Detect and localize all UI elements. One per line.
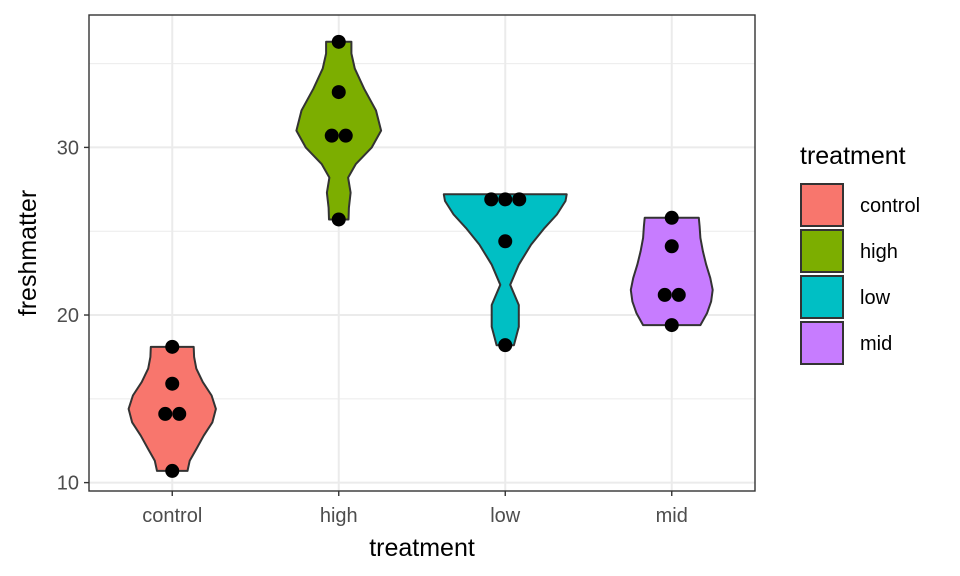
data-points bbox=[158, 34, 686, 478]
legend-key-high bbox=[800, 229, 844, 273]
legend-label-low: low bbox=[860, 287, 891, 309]
violin-control bbox=[127, 345, 217, 472]
legend-key-mid bbox=[800, 321, 844, 365]
x-tick-label: high bbox=[320, 505, 358, 527]
legend: treatment control high low mid bbox=[800, 142, 920, 365]
data-point-control bbox=[172, 406, 187, 421]
legend-label-high: high bbox=[860, 241, 898, 263]
violins bbox=[127, 40, 714, 472]
data-point-mid bbox=[664, 318, 679, 333]
data-point-mid bbox=[664, 210, 679, 225]
legend-label-mid: mid bbox=[860, 333, 892, 355]
data-point-mid bbox=[664, 239, 679, 254]
legend-label-control: control bbox=[860, 195, 920, 217]
violin-high bbox=[295, 40, 383, 221]
data-point-low bbox=[498, 192, 513, 207]
legend-key-control bbox=[800, 183, 844, 227]
y-tick-label: 20 bbox=[57, 305, 79, 327]
data-point-high bbox=[331, 212, 346, 227]
data-point-low bbox=[498, 338, 513, 353]
panel-border bbox=[88, 14, 756, 492]
data-point-mid bbox=[657, 287, 672, 302]
y-tick-label: 30 bbox=[57, 137, 79, 159]
data-point-high bbox=[324, 128, 339, 143]
violin-low bbox=[442, 193, 568, 347]
y-axis-title: freshmatter bbox=[14, 190, 42, 316]
legend-key-low bbox=[800, 275, 844, 319]
data-point-control bbox=[165, 339, 180, 354]
x-tick-label: control bbox=[142, 505, 202, 527]
data-point-low bbox=[484, 192, 499, 207]
legend-title: treatment bbox=[800, 142, 906, 170]
axes: 10 20 30 control high low mid bbox=[57, 137, 688, 527]
x-tick-label: mid bbox=[656, 505, 688, 527]
x-axis-title: treatment bbox=[369, 534, 475, 562]
data-point-control bbox=[165, 463, 180, 478]
y-tick-label: 10 bbox=[57, 473, 79, 495]
violin-mid bbox=[629, 216, 714, 327]
data-point-control bbox=[165, 376, 180, 391]
x-tick-label: low bbox=[490, 505, 521, 527]
data-point-high bbox=[338, 128, 353, 143]
legend-items: control high low mid bbox=[800, 183, 920, 365]
data-point-high bbox=[331, 85, 346, 100]
data-point-mid bbox=[671, 287, 686, 302]
data-point-control bbox=[158, 406, 173, 421]
data-point-low bbox=[512, 192, 527, 207]
data-point-low bbox=[498, 234, 513, 249]
data-point-high bbox=[331, 34, 346, 49]
